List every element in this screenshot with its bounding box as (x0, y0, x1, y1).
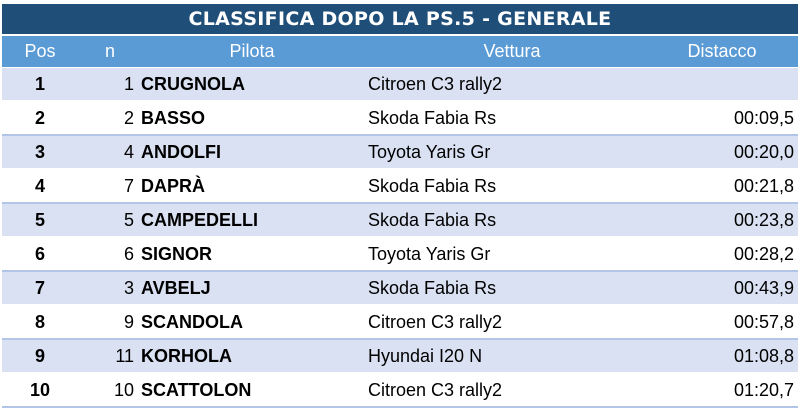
cell-distacco: 00:09,5 (733, 108, 794, 128)
cell-pilota: SCANDOLA (141, 312, 243, 332)
cell-pilota: DAPRÀ (141, 176, 206, 196)
cell-n: 11 (115, 346, 134, 366)
cell-pos: 7 (34, 278, 45, 298)
table-row: 4 7 DAPRÀ Skoda Fabia Rs 00:21,8 (2, 170, 798, 204)
cell-n: 1 (123, 74, 134, 94)
cell-distacco: 00:20,0 (733, 142, 794, 162)
table-body: 1 1 CRUGNOLA Citroen C3 rally2 2 2 BASSO… (2, 68, 798, 408)
cell-pilota: AVBELJ (141, 278, 211, 298)
header-distacco: Distacco (687, 41, 757, 61)
table-row: 7 3 AVBELJ Skoda Fabia Rs 00:43,9 (2, 272, 798, 306)
cell-distacco: 01:20,7 (733, 380, 794, 400)
cell-distacco: 01:08,8 (733, 346, 794, 366)
cell-vettura: Citroen C3 rally2 (368, 312, 503, 332)
cell-n: 3 (123, 278, 134, 298)
cell-vettura: Citroen C3 rally2 (368, 74, 503, 94)
table-row: 6 6 SIGNOR Toyota Yaris Gr 00:28,2 (2, 238, 798, 272)
cell-pos: 10 (29, 380, 51, 400)
cell-pos: 9 (34, 346, 45, 366)
cell-distacco: 00:57,8 (733, 312, 794, 332)
cell-pilota: CAMPEDELLI (141, 210, 258, 230)
cell-pos: 8 (34, 312, 45, 332)
cell-vettura: Skoda Fabia Rs (368, 278, 497, 298)
header-vettura: Vettura (483, 41, 541, 61)
cell-vettura: Toyota Yaris Gr (368, 244, 491, 264)
cell-n: 4 (123, 142, 134, 162)
cell-n: 10 (113, 380, 134, 400)
cell-pos: 1 (34, 74, 45, 94)
cell-n: 7 (123, 176, 134, 196)
cell-n: 9 (123, 312, 134, 332)
cell-pilota: CRUGNOLA (141, 74, 245, 94)
cell-pos: 4 (34, 176, 45, 196)
table-row: 10 10 SCATTOLON Citroen C3 rally2 01:20,… (2, 374, 798, 408)
cell-vettura: Citroen C3 rally2 (368, 380, 503, 400)
table-title: CLASSIFICA DOPO LA PS.5 - GENERALE (2, 4, 798, 34)
table-row: 8 9 SCANDOLA Citroen C3 rally2 00:57,8 (2, 306, 798, 340)
cell-vettura: Skoda Fabia Rs (368, 108, 497, 128)
cell-vettura: Toyota Yaris Gr (368, 142, 491, 162)
cell-vettura: Hyundai I20 N (368, 346, 483, 366)
cell-pos: 5 (34, 210, 45, 230)
table-row: 5 5 CAMPEDELLI Skoda Fabia Rs 00:23,8 (2, 204, 798, 238)
cell-pilota: ANDOLFI (141, 142, 221, 162)
table-row: 3 4 ANDOLFI Toyota Yaris Gr 00:20,0 (2, 136, 798, 170)
cell-n: 5 (123, 210, 134, 230)
cell-pilota: SIGNOR (141, 244, 213, 264)
table-header: Pos n Pilota Vettura Distacco (2, 36, 798, 67)
table-row: 1 1 CRUGNOLA Citroen C3 rally2 (2, 68, 798, 102)
cell-distacco: 00:23,8 (733, 210, 794, 230)
cell-n: 2 (123, 108, 134, 128)
cell-pos: 2 (34, 108, 45, 128)
cell-distacco: 00:21,8 (733, 176, 794, 196)
cell-pilota: SCATTOLON (141, 380, 252, 400)
header-n: n (104, 41, 115, 61)
header-pilota: Pilota (229, 41, 275, 61)
cell-pilota: BASSO (141, 108, 206, 128)
table-row: 9 11 KORHOLA Hyundai I20 N 01:08,8 (2, 340, 798, 374)
cell-pos: 3 (34, 142, 45, 162)
cell-pilota: KORHOLA (141, 346, 232, 366)
cell-vettura: Skoda Fabia Rs (368, 210, 497, 230)
cell-n: 6 (123, 244, 134, 264)
cell-pos: 6 (34, 244, 45, 264)
cell-distacco: 00:43,9 (733, 278, 794, 298)
cell-vettura: Skoda Fabia Rs (368, 176, 497, 196)
cell-distacco: 00:28,2 (733, 244, 794, 264)
header-pos: Pos (24, 41, 56, 61)
table-row: 2 2 BASSO Skoda Fabia Rs 00:09,5 (2, 102, 798, 136)
